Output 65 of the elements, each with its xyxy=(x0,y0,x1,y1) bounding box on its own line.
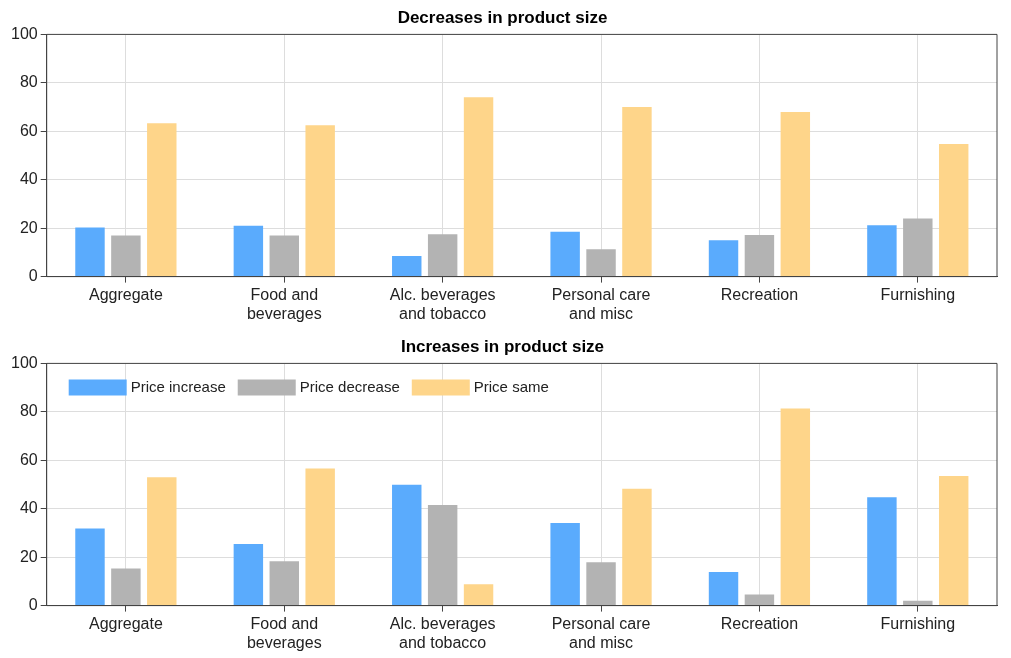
bar xyxy=(903,218,933,277)
x-tick-label: Alc. beverages and tobacco xyxy=(389,614,496,651)
bar xyxy=(938,144,969,277)
y-tick-label: 100 xyxy=(10,24,38,42)
chart-title: Increases in product size xyxy=(400,336,605,356)
x-tick-label: Recreation xyxy=(720,285,799,303)
x-tick-label: Furnishing xyxy=(880,285,956,303)
bar xyxy=(550,231,580,277)
bar xyxy=(867,497,897,606)
x-tick-label: Personal care and misc xyxy=(551,614,651,651)
bar xyxy=(269,235,299,277)
x-tick-label: Aggregate xyxy=(88,285,163,303)
y-tick-label: 80 xyxy=(19,73,38,91)
x-tick-label: Personal care and misc xyxy=(551,285,651,322)
bar xyxy=(622,107,652,277)
y-tick-label: 40 xyxy=(19,170,38,188)
bar xyxy=(147,123,177,277)
x-tick-label: Recreation xyxy=(720,614,799,632)
bar xyxy=(867,225,897,277)
y-tick-label: 80 xyxy=(19,402,38,420)
bar xyxy=(75,528,105,606)
bar xyxy=(938,476,969,606)
bar xyxy=(111,568,141,606)
y-tick-label: 20 xyxy=(19,547,38,565)
legend-label: Price decrease xyxy=(299,377,400,395)
bar xyxy=(392,484,422,606)
x-tick-label: Furnishing xyxy=(880,614,956,632)
y-tick-label: 0 xyxy=(28,596,38,614)
bar xyxy=(780,111,811,277)
bar xyxy=(586,249,616,277)
bar xyxy=(586,562,616,606)
bar xyxy=(75,227,105,277)
bar xyxy=(708,240,739,277)
y-tick-label: 0 xyxy=(28,267,38,285)
bar xyxy=(622,488,652,606)
chart-title: Decreases in product size xyxy=(397,7,608,27)
bar xyxy=(550,523,580,606)
x-tick-label: Food and beverages xyxy=(246,614,322,651)
bar xyxy=(463,97,494,277)
bar xyxy=(305,125,335,277)
bar xyxy=(427,505,458,606)
bar xyxy=(269,561,299,606)
bar xyxy=(463,584,494,606)
bar xyxy=(233,225,264,277)
bar xyxy=(392,256,422,277)
x-tick-label: Food and beverages xyxy=(246,285,322,322)
bar xyxy=(744,234,775,277)
bar xyxy=(744,594,775,606)
bar xyxy=(903,600,933,606)
x-tick-label: Aggregate xyxy=(88,614,163,632)
y-tick-label: 20 xyxy=(19,218,38,236)
y-tick-label: 60 xyxy=(19,450,38,468)
bar xyxy=(233,544,264,606)
bar xyxy=(147,477,177,606)
bar xyxy=(780,408,811,606)
bar xyxy=(111,235,141,277)
bar xyxy=(708,571,739,606)
bar xyxy=(305,468,335,606)
legend-label: Price same xyxy=(473,377,549,395)
y-tick-label: 60 xyxy=(19,121,38,139)
y-tick-label: 100 xyxy=(10,353,38,371)
x-tick-label: Alc. beverages and tobacco xyxy=(389,285,496,322)
y-tick-label: 40 xyxy=(19,499,38,517)
bar xyxy=(427,234,458,277)
legend-label: Price increase xyxy=(130,377,226,395)
